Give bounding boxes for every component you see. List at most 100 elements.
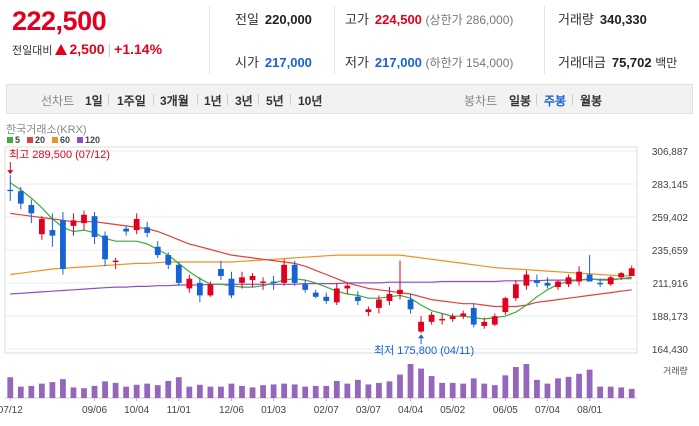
volume-bar <box>428 376 435 398</box>
volume-bar <box>397 374 403 398</box>
x-tick-label: 07/04 <box>535 405 560 416</box>
candle-body <box>112 260 119 263</box>
candle-body <box>123 228 130 232</box>
volume-bar <box>260 385 266 398</box>
tab-separator <box>227 94 228 105</box>
volume-bar <box>291 384 298 398</box>
stat-label: 시가 <box>235 55 259 70</box>
x-tick-label: 04/04 <box>398 405 423 416</box>
candle-body <box>144 227 151 233</box>
y-axis: 306,887 283,145 259,402 235,659 211,916 188,1… <box>652 147 689 356</box>
quote-header: 222,500 전일대비 2,500 | +1.14% 전일 220,000 시가 217… <box>0 0 699 80</box>
candles <box>7 175 635 334</box>
candle-body <box>344 285 351 289</box>
volume-bar <box>544 383 551 398</box>
stat-label: 거래대금 <box>558 55 606 70</box>
up-triangle-icon <box>55 44 68 55</box>
stat-amount: 거래대금 75,702 백만 <box>558 52 677 71</box>
tab-1y[interactable]: 1년 <box>204 94 222 108</box>
source-label: 한국거래소(KRX) <box>6 123 87 136</box>
volume-bar <box>312 385 319 398</box>
volume-bar <box>386 381 393 398</box>
candle-body <box>386 294 393 301</box>
volume-bar <box>365 384 372 398</box>
candle-body <box>618 273 625 278</box>
volume-bar <box>133 384 140 398</box>
current-price: 222,500 <box>12 6 107 36</box>
candle-body <box>397 289 403 295</box>
ma20-line <box>10 212 632 308</box>
legend: 5 20 60 120 <box>7 135 100 145</box>
volume-bar <box>196 384 203 398</box>
tab-10y[interactable]: 10년 <box>298 94 323 108</box>
tab-separator <box>536 94 537 105</box>
candle-body <box>333 288 340 303</box>
volume-bar <box>165 381 172 398</box>
candle-body <box>491 316 498 325</box>
tab-1d[interactable]: 1일 <box>85 94 103 108</box>
tab-3y[interactable]: 3년 <box>235 94 253 108</box>
stat-value: 340,330 <box>599 12 647 27</box>
y-tick-label: 211,916 <box>653 279 689 290</box>
candle-chart-label: 봉차트 <box>464 94 498 108</box>
stat-label: 전일 <box>235 12 259 27</box>
tab-monthly[interactable]: 월봉 <box>580 94 603 108</box>
high-arrowhead-icon <box>7 170 14 175</box>
volume-bar <box>91 385 98 398</box>
volume-bar <box>154 385 161 398</box>
stat-label: 저가 <box>345 55 369 70</box>
volume-bar <box>60 379 66 398</box>
candle-body <box>481 321 488 326</box>
tab-weekly[interactable]: 주봉 <box>544 94 567 108</box>
candle-body <box>175 264 182 283</box>
candle-body <box>439 319 446 321</box>
volume-bar <box>218 386 224 398</box>
divider <box>209 6 210 74</box>
candle-body <box>281 264 288 283</box>
candle-body <box>312 292 319 297</box>
volume-bar <box>144 383 151 398</box>
candle-body <box>597 282 604 285</box>
volume-bar <box>302 386 309 398</box>
tab-5y[interactable]: 5년 <box>266 94 284 108</box>
tab-3m[interactable]: 3개월 <box>160 94 189 108</box>
legend-ma60: 60 <box>60 135 70 145</box>
change-line: 전일대비 2,500 | +1.14% <box>12 41 202 58</box>
legend-swatch-ma120 <box>77 137 83 143</box>
change-label: 전일대비 <box>12 45 53 57</box>
candle-body <box>512 284 519 299</box>
candle-body <box>354 296 361 301</box>
candle-body <box>60 220 66 269</box>
plot-frame <box>4 146 638 354</box>
x-tick-label: 05/02 <box>440 405 465 416</box>
volume-bar <box>607 386 614 398</box>
stat-volume: 거래량 340,330 <box>558 9 647 28</box>
tab-daily[interactable]: 일봉 <box>509 94 532 108</box>
tab-separator <box>108 94 109 105</box>
volume-bar <box>586 369 593 398</box>
candle-body <box>376 299 382 308</box>
stat-high: 고가 224,500 (상한가 286,000) <box>345 9 513 28</box>
change-pct: +1.14% <box>114 41 163 57</box>
volume-bar <box>470 378 477 398</box>
tab-1w[interactable]: 1주일 <box>117 94 146 108</box>
x-tick-label: 12/06 <box>219 405 244 416</box>
divider <box>544 6 545 74</box>
volume-bar <box>28 385 35 398</box>
volume-bar <box>49 382 56 398</box>
volume-bar <box>249 387 256 398</box>
legend-ma20: 20 <box>35 135 45 145</box>
volume-bar <box>344 383 351 398</box>
volume-bar <box>228 383 235 398</box>
volume-bar <box>597 386 604 398</box>
candle-body <box>239 277 245 283</box>
candle-body <box>186 278 193 289</box>
volume-bar <box>175 377 182 398</box>
candle-body <box>249 275 256 281</box>
price-box: 222,500 전일대비 2,500 | +1.14% <box>12 6 202 58</box>
volume-bar <box>207 386 214 398</box>
candle-body <box>260 281 266 283</box>
change-separator: | <box>107 41 112 57</box>
tab-separator <box>197 94 198 105</box>
stat-value: 217,000 <box>264 55 312 70</box>
